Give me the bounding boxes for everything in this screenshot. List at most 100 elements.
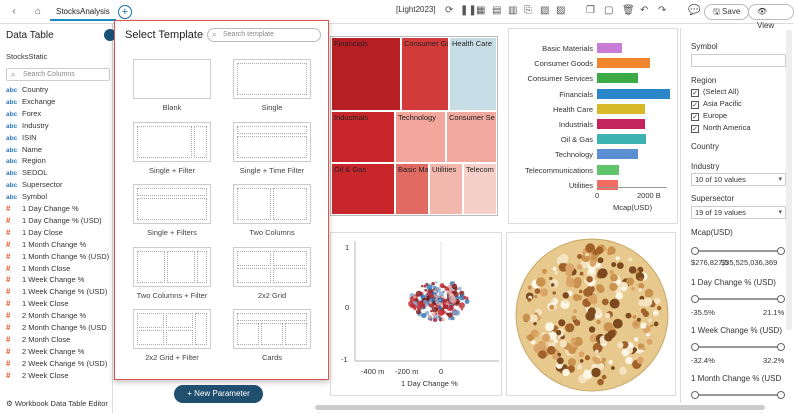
- bar[interactable]: [597, 179, 618, 190]
- column-item[interactable]: abc Supersector: [6, 179, 62, 190]
- pack-bubble: [570, 337, 577, 343]
- thumbnail-region: [166, 330, 193, 345]
- column-item[interactable]: abc Symbol: [6, 191, 47, 202]
- column-item[interactable]: #2 Month Change % (USD: [6, 322, 107, 333]
- image-icon[interactable]: ▨: [556, 5, 566, 16]
- column-item[interactable]: abc Industry: [6, 120, 49, 131]
- month-change-slider[interactable]: [691, 391, 785, 399]
- region-north-america[interactable]: ✓ North America: [691, 123, 751, 133]
- region-asia-pacific[interactable]: ✓ Asia Pacific: [691, 99, 742, 109]
- column-item[interactable]: abc Name: [6, 144, 42, 155]
- treemap-cell-technology[interactable]: Technology: [395, 111, 446, 163]
- tab-stocks-analysis[interactable]: StocksAnalysis: [50, 3, 116, 21]
- template-two-columns[interactable]: Two Columns: [233, 184, 311, 237]
- symbol-filter-input[interactable]: [691, 54, 786, 67]
- column-item[interactable]: #2 Week Change % (USD): [6, 358, 107, 369]
- treemap-cell-financials[interactable]: Financials: [331, 37, 401, 111]
- bar[interactable]: [597, 43, 623, 53]
- chevron-left-icon[interactable]: ‹: [12, 6, 16, 17]
- bar[interactable]: [597, 58, 651, 69]
- treemap-cell-consumer-goods[interactable]: Consumer Go: [401, 37, 449, 111]
- view-button[interactable]: 👁 View: [748, 4, 794, 30]
- filter-scrollbar[interactable]: [786, 30, 792, 330]
- template-single-time-filter[interactable]: Single + Time Filter: [233, 121, 311, 175]
- column-item[interactable]: #1 Month Change %: [6, 239, 86, 250]
- column-item[interactable]: #2 Month Close: [6, 334, 70, 345]
- supersector-filter-dropdown[interactable]: 19 of 19 values ▾: [691, 206, 786, 219]
- mcap-slider[interactable]: [691, 247, 785, 255]
- delete-icon[interactable]: 🗑: [622, 5, 635, 16]
- column-item[interactable]: abc Region: [6, 155, 46, 166]
- treemap-chart[interactable]: Financials Consumer Go Health Care Indus…: [330, 36, 498, 216]
- horizontal-scrollbar[interactable]: [315, 405, 765, 410]
- save-button[interactable]: 🖫 Save: [704, 4, 750, 20]
- bar[interactable]: [597, 164, 620, 175]
- treemap-cell-health-care[interactable]: Health Care: [449, 37, 497, 111]
- template-single-filter[interactable]: Single + Filter: [133, 121, 211, 175]
- column-item[interactable]: #1 Week Change % (USD): [6, 286, 107, 297]
- column-item[interactable]: abc SEDOL: [6, 167, 47, 178]
- column-item[interactable]: #2 Month Change %: [6, 310, 86, 321]
- bar[interactable]: [597, 103, 645, 114]
- template-blank[interactable]: Blank: [133, 59, 211, 112]
- column-item[interactable]: abc Exchange: [6, 96, 55, 107]
- workbook-editor-link[interactable]: ⚙ Workbook Data Table Editor: [6, 399, 108, 408]
- template-two-columns-filter[interactable]: Two Columns + Filter: [133, 246, 211, 300]
- search-columns-input[interactable]: ⌕ Search Columns: [6, 68, 110, 81]
- column-item[interactable]: #1 Week Close: [6, 298, 69, 309]
- column-item[interactable]: #2 Week Close: [6, 370, 69, 381]
- pause-icon[interactable]: ❚❚: [460, 5, 477, 16]
- treemap-cell-consumer-services[interactable]: Consumer Se: [446, 111, 497, 163]
- chart-icon[interactable]: ▧: [540, 5, 550, 16]
- bar[interactable]: [597, 73, 638, 84]
- column-item[interactable]: #1 Day Close: [6, 227, 63, 238]
- new-parameter-button[interactable]: + New Parameter: [174, 385, 263, 403]
- template-single[interactable]: Single: [233, 59, 311, 112]
- comment-icon[interactable]: 💬: [688, 5, 701, 16]
- treemap-cell-utilities[interactable]: Utilities: [429, 163, 463, 215]
- bar[interactable]: [597, 119, 645, 129]
- column-item[interactable]: #1 Month Close: [6, 263, 70, 274]
- column-item[interactable]: abc Country: [6, 84, 48, 95]
- table-icon[interactable]: ▥: [508, 5, 518, 16]
- home-icon[interactable]: ⌂: [34, 6, 42, 17]
- circle-pack-panel[interactable]: [506, 232, 676, 396]
- undo-icon[interactable]: ↶: [640, 5, 649, 16]
- export-icon[interactable]: ⎘: [524, 5, 532, 16]
- add-data-button[interactable]: [104, 29, 116, 41]
- refresh-icon[interactable]: ⟳: [445, 5, 454, 16]
- search-template-input[interactable]: ⌕ Search template: [207, 28, 321, 42]
- column-item[interactable]: #1 Week Change %: [6, 274, 84, 285]
- treemap-cell-telecom[interactable]: Telecom: [463, 163, 497, 215]
- template-cards[interactable]: Cards: [233, 309, 311, 362]
- copy-icon[interactable]: ❐: [586, 5, 595, 16]
- template-2x2-grid[interactable]: 2x2 Grid: [233, 246, 311, 300]
- theme-selector[interactable]: [Light2023]: [396, 5, 436, 14]
- column-item[interactable]: abc ISIN: [6, 132, 37, 143]
- treemap-cell-industrials[interactable]: Industrials: [331, 111, 395, 163]
- bar[interactable]: [597, 88, 670, 99]
- calendar-icon[interactable]: ▤: [492, 5, 502, 16]
- grid-icon[interactable]: ▦: [476, 5, 486, 16]
- column-item[interactable]: #1 Month Change % (USD): [6, 251, 109, 262]
- day-change-slider[interactable]: [691, 295, 785, 303]
- region-europe[interactable]: ✓ Europe: [691, 111, 728, 121]
- template-single-filters[interactable]: Single + Filters: [133, 184, 211, 237]
- redo-icon[interactable]: ↷: [658, 5, 667, 16]
- paste-icon[interactable]: ▢: [604, 5, 614, 16]
- bar[interactable]: [597, 134, 646, 145]
- column-item[interactable]: #2 Week Change %: [6, 346, 84, 357]
- region-select-all[interactable]: ✓ (Select All): [691, 87, 739, 97]
- week-change-slider[interactable]: [691, 343, 785, 351]
- treemap-cell-oil-gas[interactable]: Oil & Gas: [331, 163, 395, 215]
- bar[interactable]: [597, 149, 638, 160]
- industry-filter-dropdown[interactable]: 10 of 10 values ▾: [691, 173, 786, 186]
- scatter-chart-panel[interactable]: 1 0 -1 -400 m -200 m 0 1 Day Change %: [330, 232, 502, 396]
- add-dashboard-button[interactable]: +: [117, 4, 132, 19]
- column-item[interactable]: #1 Day Change %: [6, 203, 79, 214]
- column-item[interactable]: #1 Day Change % (USD): [6, 215, 102, 226]
- bar-chart-panel[interactable]: Basic Materials Consumer Goods Consumer Se…: [508, 28, 678, 224]
- column-item[interactable]: abc Forex: [6, 108, 41, 119]
- template-2x2-grid-filter[interactable]: 2x2 Grid + Filter: [133, 309, 211, 362]
- treemap-cell-basic-materials[interactable]: Basic Mat: [395, 163, 429, 215]
